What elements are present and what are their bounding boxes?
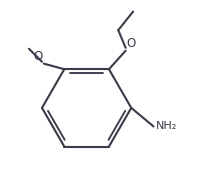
Text: O: O xyxy=(126,37,135,50)
Text: NH₂: NH₂ xyxy=(156,121,177,132)
Text: O: O xyxy=(34,50,43,63)
